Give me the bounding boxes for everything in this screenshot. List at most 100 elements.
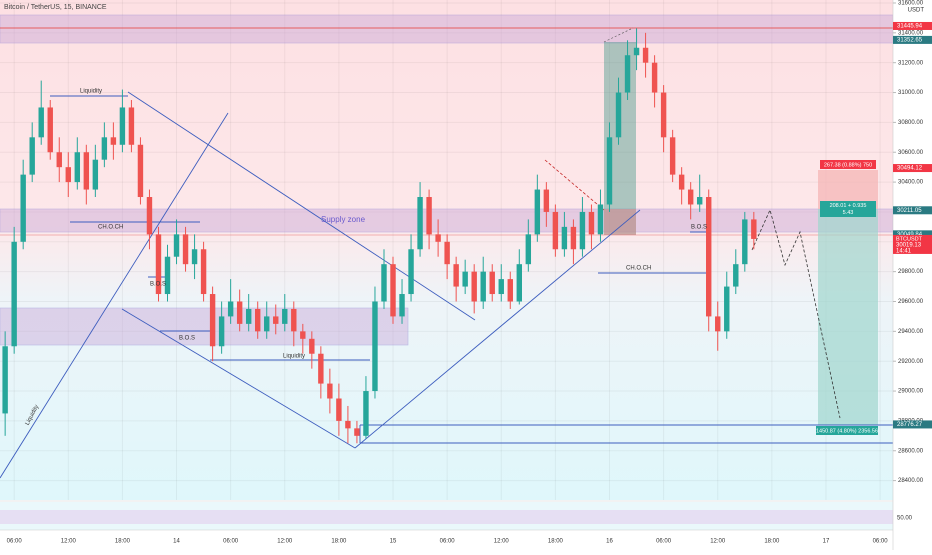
dashed-line xyxy=(603,27,634,43)
candle-body xyxy=(624,55,631,93)
highlight-box-red xyxy=(604,209,636,235)
candle-body xyxy=(110,137,117,145)
trendline xyxy=(121,308,356,449)
chart-title: Bitcoin / TetherUS, 15, BINANCE xyxy=(4,4,107,11)
candle-body xyxy=(516,264,522,302)
y-tick-label: 29000.00 xyxy=(898,389,924,395)
price-badge-label: 31445.94 xyxy=(897,24,923,30)
candle-body xyxy=(65,167,71,183)
y-tick-label: 29800.00 xyxy=(898,269,924,275)
candle-body xyxy=(354,428,360,436)
demand-zone xyxy=(0,307,409,346)
candle-body xyxy=(489,271,495,295)
candle-body xyxy=(507,279,513,302)
candle-body xyxy=(651,62,658,93)
position-label: 5.43 xyxy=(843,210,854,216)
candle-body xyxy=(345,420,351,429)
candle-body xyxy=(606,137,613,205)
candle-body xyxy=(678,174,685,190)
candle-body xyxy=(399,294,405,317)
candle-body xyxy=(696,197,703,205)
x-tick-label: 06:00 xyxy=(7,539,23,545)
candle-body xyxy=(336,398,342,421)
x-tick-label: 15 xyxy=(390,539,397,545)
candle-body xyxy=(47,107,53,153)
x-tick-label: 18:00 xyxy=(331,539,347,545)
oscillator-tick-label: 50.00 xyxy=(897,516,913,522)
candle-body xyxy=(552,211,559,250)
supply-zone-top xyxy=(0,14,894,44)
candle-body xyxy=(579,211,586,250)
x-tick-label: 14 xyxy=(173,539,180,545)
candle-body xyxy=(83,152,90,190)
x-tick-label: 06:00 xyxy=(873,539,889,545)
x-tick-label: 16 xyxy=(606,539,613,545)
trendline xyxy=(127,91,476,321)
position-label: 208.01 + 0.935 xyxy=(830,203,867,209)
y-tick-label: 30400.00 xyxy=(898,180,924,186)
candle-body xyxy=(255,308,261,332)
candle-body xyxy=(534,189,541,235)
price-badge xyxy=(893,164,932,173)
candle-body xyxy=(417,197,423,250)
axes: 28400.0028600.0028800.0029000.0029200.00… xyxy=(7,1,932,545)
x-tick-label: 06:00 xyxy=(656,539,672,545)
candle-body xyxy=(11,241,17,347)
oscillator-band xyxy=(0,510,893,524)
candle-body xyxy=(164,256,171,295)
y-tick-label: 29400.00 xyxy=(898,329,924,335)
x-tick-label: 12:00 xyxy=(61,539,77,545)
candle-body xyxy=(733,264,739,287)
position-label: 1450.87 (4.80%) 2356.56 xyxy=(816,428,878,434)
y-tick-label: 30800.00 xyxy=(898,120,924,126)
candle-body xyxy=(227,301,234,317)
currency-label: USDT xyxy=(908,8,925,14)
position-target-box xyxy=(818,209,878,425)
annotation: B.O.S xyxy=(691,225,707,231)
y-tick-label: 28400.00 xyxy=(898,478,924,484)
price-badge-label: 30049.84 xyxy=(897,232,923,238)
projection-path xyxy=(751,208,841,419)
candle-body xyxy=(200,249,207,295)
candle-body xyxy=(660,92,667,138)
last-price-badge xyxy=(893,234,932,254)
candle-body xyxy=(742,219,748,265)
candle-body xyxy=(633,47,640,56)
x-tick-label: 06:00 xyxy=(440,539,456,545)
candle-body xyxy=(706,197,712,317)
y-tick-label: 31600.00 xyxy=(898,1,924,7)
candle-body xyxy=(92,159,99,190)
candle-body xyxy=(751,219,757,239)
x-tick-label: 18:00 xyxy=(115,539,131,545)
last-price-value: 30019.13 xyxy=(896,243,922,249)
candle-body xyxy=(218,316,225,347)
candle-body xyxy=(543,189,550,212)
candle-body xyxy=(669,137,676,175)
price-badge xyxy=(893,21,932,30)
annotation: B.O.S xyxy=(150,282,166,288)
candle-body xyxy=(525,234,532,265)
candle-body xyxy=(29,137,35,175)
candle-body xyxy=(2,346,8,414)
x-tick-label: 06:00 xyxy=(223,539,239,545)
candle-body xyxy=(453,264,459,287)
candle-body xyxy=(435,234,441,242)
y-tick-label: 31000.00 xyxy=(898,90,924,96)
entry-label-bg xyxy=(820,201,876,217)
supply-zone xyxy=(0,208,894,233)
candle-body xyxy=(20,174,26,242)
candle-body xyxy=(309,338,315,354)
price-badge xyxy=(893,420,932,429)
dashed-line xyxy=(544,159,605,211)
candle-body xyxy=(300,331,306,339)
candle-body xyxy=(146,197,153,235)
candle-body xyxy=(498,279,504,295)
price-badge xyxy=(893,230,932,239)
x-tick-label: 18:00 xyxy=(764,539,780,545)
x-tick-label: 12:00 xyxy=(710,539,726,545)
target-label-bg xyxy=(820,160,876,169)
candle-body xyxy=(480,271,486,302)
candle-body xyxy=(191,249,198,265)
x-tick-label: 17 xyxy=(823,539,830,545)
